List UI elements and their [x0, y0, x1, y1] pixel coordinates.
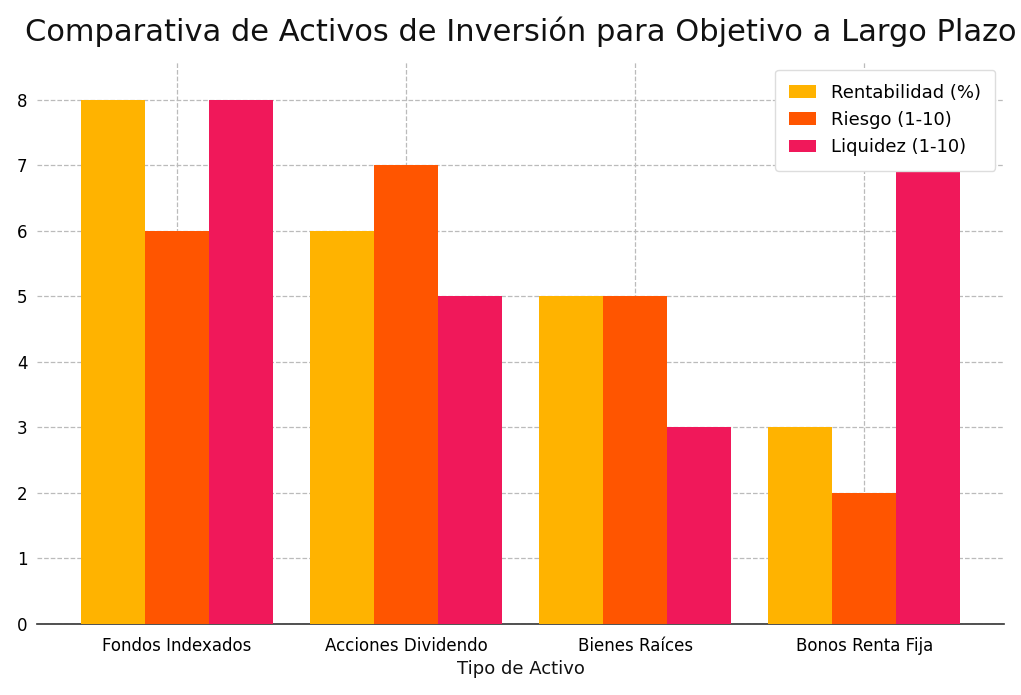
Bar	[603, 296, 668, 623]
X-axis label: Tipo de Activo: Tipo de Activo	[456, 660, 585, 678]
Legend: Rentabilidad (%), Riesgo (1-10), Liquidez (1-10): Rentabilidad (%), Riesgo (1-10), Liquide…	[775, 70, 995, 170]
Bar	[768, 427, 832, 623]
Bar	[374, 165, 438, 623]
Bar	[896, 165, 961, 623]
Bar	[832, 493, 896, 623]
Bar	[145, 231, 209, 623]
Bar	[539, 296, 603, 623]
Bar	[310, 231, 374, 623]
Bar	[438, 296, 502, 623]
Title: Comparativa de Activos de Inversión para Objetivo a Largo Plazo: Comparativa de Activos de Inversión para…	[25, 17, 1017, 47]
Bar	[209, 100, 274, 623]
Bar	[668, 427, 731, 623]
Bar	[81, 100, 145, 623]
